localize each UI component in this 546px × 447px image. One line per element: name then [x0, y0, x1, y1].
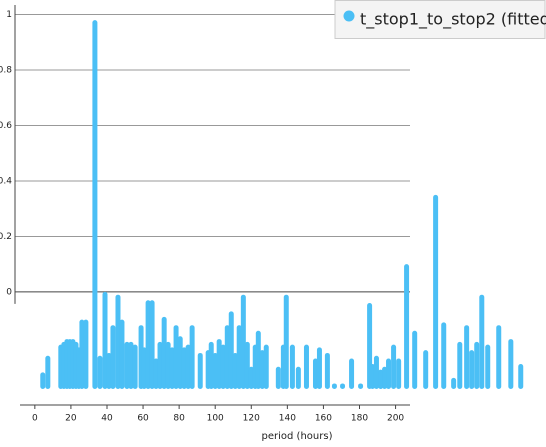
bar [295, 366, 301, 389]
bar [165, 341, 171, 389]
bar [404, 264, 410, 389]
bar [386, 358, 392, 389]
bar [373, 355, 379, 389]
x-axis-label: period (hours) [262, 431, 333, 442]
bar [433, 194, 439, 389]
bar [244, 341, 250, 389]
bar [240, 294, 246, 389]
bar [79, 319, 85, 389]
bar [508, 339, 514, 389]
bar [396, 358, 402, 389]
bar [485, 344, 491, 389]
x-tick-label: 40 [101, 414, 113, 424]
bar [451, 377, 457, 389]
bar [110, 325, 116, 389]
bar [248, 366, 254, 389]
x-tick-label: 100 [207, 414, 224, 424]
bar [197, 352, 203, 389]
bar [474, 341, 480, 389]
y-tick-label: 0 [6, 287, 12, 297]
x-tick-label: 80 [173, 414, 185, 424]
bar [378, 369, 384, 389]
bar [228, 311, 234, 389]
bar [106, 352, 112, 389]
bar [303, 344, 309, 389]
bar [441, 322, 447, 389]
bar [97, 355, 103, 389]
x-tick-label: 140 [279, 414, 296, 424]
bar [124, 341, 130, 389]
bar [469, 350, 475, 389]
x-tick-label: 160 [315, 414, 332, 424]
bar [331, 383, 337, 389]
bar [177, 336, 183, 389]
bar [391, 344, 397, 389]
x-tick-label: 120 [243, 414, 260, 424]
bar [216, 339, 222, 389]
bar [208, 341, 214, 389]
bar [220, 344, 226, 389]
bar [83, 319, 89, 389]
bar [340, 383, 346, 389]
y-tick-label: 0.4 [0, 176, 12, 186]
bar [412, 330, 418, 389]
bar [92, 20, 98, 390]
bar [316, 347, 322, 389]
x-tick-label: 180 [351, 414, 368, 424]
bar [349, 358, 355, 389]
bar [283, 294, 289, 389]
bar [382, 366, 388, 389]
bar [173, 325, 179, 389]
bar [141, 347, 147, 389]
bar [369, 364, 375, 389]
bar [289, 344, 295, 389]
legend-label: t_stop1_to_stop2 (fitted) [360, 10, 546, 30]
x-tick-label: 20 [65, 414, 77, 424]
y-tick-label: 0.2 [0, 232, 12, 242]
y-tick-label: 0.6 [0, 121, 12, 131]
y-tick-label: 1 [6, 10, 12, 20]
bar [464, 325, 470, 389]
bar [259, 350, 265, 389]
bar [189, 325, 195, 389]
x-tick-label: 60 [137, 414, 149, 424]
bar [275, 366, 281, 389]
bar [232, 352, 238, 389]
bar [312, 358, 318, 389]
bar [161, 316, 167, 389]
bar [145, 300, 151, 389]
x-tick-label: 200 [387, 414, 404, 424]
bar [45, 355, 51, 389]
bar [496, 325, 502, 389]
bar [224, 325, 230, 389]
legend-marker [343, 10, 355, 22]
legend-box [334, 0, 546, 39]
bar [457, 341, 463, 389]
bar [128, 341, 134, 389]
bar [169, 347, 175, 389]
bar [119, 319, 125, 389]
bar [115, 294, 121, 389]
bar [518, 364, 524, 389]
bar [185, 344, 191, 389]
bar [479, 294, 485, 389]
bar [40, 372, 46, 389]
bar [102, 291, 108, 389]
bar [157, 341, 163, 389]
y-tick-label: 0.8 [0, 66, 12, 76]
bar [149, 300, 155, 389]
bar [255, 330, 261, 389]
bar [423, 350, 429, 389]
bar [358, 383, 364, 389]
bar [324, 352, 330, 389]
bar [132, 344, 138, 389]
bar [153, 358, 159, 389]
bar [181, 347, 187, 389]
bar [236, 325, 242, 389]
x-tick-label: 0 [32, 414, 38, 424]
bar [263, 344, 269, 389]
bar [212, 352, 218, 389]
